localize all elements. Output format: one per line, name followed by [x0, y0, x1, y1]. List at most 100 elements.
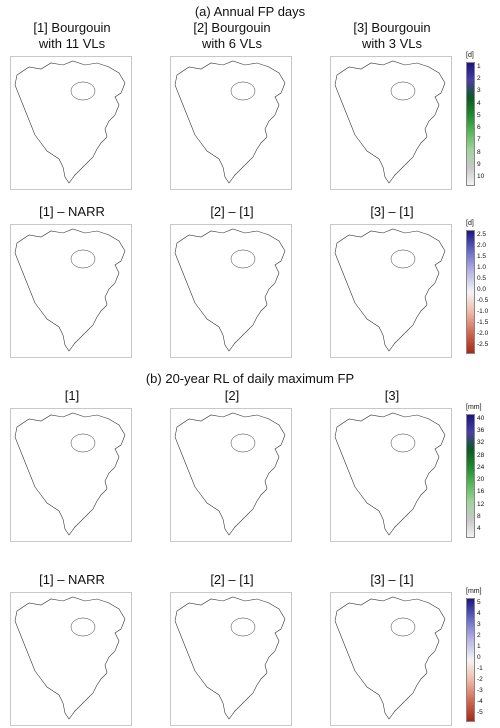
map-cell	[410, 97, 418, 105]
map-cell	[82, 697, 90, 705]
colorbar-tick-label: -4	[477, 698, 483, 705]
map-cell	[63, 675, 71, 683]
map-cell	[63, 669, 71, 676]
map-cell	[66, 633, 82, 649]
map-cell	[369, 276, 383, 290]
map-cell	[21, 125, 30, 133]
border-line	[98, 80, 102, 150]
map-cell	[248, 711, 262, 719]
map-cell	[434, 139, 444, 148]
map-cell	[66, 691, 77, 701]
map-cell	[66, 417, 78, 429]
map-cell	[401, 292, 410, 301]
map-cell	[359, 699, 369, 709]
map-cell	[336, 270, 352, 285]
map-cell	[214, 162, 228, 176]
map-cell	[69, 415, 77, 424]
map-cell	[261, 684, 271, 695]
map-cell	[274, 661, 282, 668]
map-cell	[398, 658, 410, 670]
map-cell	[348, 690, 361, 703]
map-cell	[369, 617, 385, 634]
map-cell	[189, 632, 204, 647]
map-cell	[79, 682, 95, 698]
map-cell	[117, 155, 125, 165]
map-cell	[182, 72, 198, 89]
map-cell	[49, 299, 58, 308]
map-cell	[232, 642, 245, 654]
map-cell	[188, 478, 195, 486]
colorbar: [d] 1 2 3 4 5 6 7 8 9 10	[466, 52, 500, 192]
map-cell	[374, 660, 388, 674]
map-cell	[398, 504, 408, 514]
map-cell	[352, 460, 366, 474]
map-cell	[175, 450, 190, 466]
map-cell	[251, 648, 265, 662]
map-cell	[355, 428, 365, 438]
map-cell	[217, 648, 232, 663]
map-cell	[384, 675, 391, 682]
map-cell	[176, 341, 187, 351]
map-cell	[74, 232, 89, 247]
map-cell	[386, 414, 394, 423]
map-cell	[53, 308, 70, 325]
map-cell	[335, 690, 347, 704]
hudson-bay	[230, 433, 256, 453]
map-cell	[68, 600, 77, 610]
map-cell	[422, 504, 435, 517]
map-cell	[338, 598, 348, 608]
map-cell	[96, 667, 104, 675]
map-cell	[90, 68, 104, 82]
map-cell	[63, 146, 77, 159]
map-cell	[76, 288, 89, 300]
map-cell	[391, 645, 402, 656]
map-cell	[279, 168, 285, 180]
map-cell	[15, 320, 26, 334]
map-cell	[15, 286, 25, 300]
map-cell	[346, 232, 360, 246]
map-cell	[383, 643, 395, 655]
map-cell	[76, 165, 83, 172]
map-cell	[28, 647, 35, 654]
map-cell	[438, 507, 445, 517]
map-cell	[191, 693, 199, 701]
map-cell	[18, 241, 32, 255]
map-cell	[62, 113, 71, 122]
map-cell	[366, 498, 378, 510]
map-cell	[358, 306, 374, 322]
map-cell	[270, 328, 283, 342]
coastline	[15, 229, 125, 351]
map-cell	[209, 443, 221, 454]
map-cell	[91, 321, 104, 335]
map-cell	[211, 93, 221, 103]
map-cell	[253, 163, 269, 179]
map-cell	[26, 628, 34, 635]
map-cell	[208, 456, 223, 471]
map-cell	[84, 515, 93, 525]
map-cell	[353, 427, 369, 443]
map-cell	[368, 246, 381, 259]
map-cell	[262, 447, 271, 455]
map-cell	[211, 341, 222, 351]
map-cell	[435, 714, 444, 719]
map-cell	[263, 155, 275, 167]
map-cell	[398, 466, 406, 474]
map-cell	[369, 111, 381, 123]
map-cell	[50, 99, 62, 111]
map-cell	[259, 235, 273, 249]
map-cell	[361, 170, 376, 183]
map-cell	[432, 519, 445, 533]
map-cell	[374, 318, 387, 331]
map-cell	[406, 281, 416, 291]
map-cell	[213, 445, 221, 453]
map-cell	[227, 672, 239, 684]
map-cell	[211, 302, 222, 314]
map-cell	[27, 443, 41, 458]
map-cell	[71, 504, 82, 516]
map-cell	[406, 240, 414, 248]
map-cell	[212, 229, 223, 240]
map-cell	[102, 160, 109, 167]
map-cell	[175, 522, 185, 534]
map-cell	[221, 314, 238, 331]
map-cell	[57, 510, 65, 518]
